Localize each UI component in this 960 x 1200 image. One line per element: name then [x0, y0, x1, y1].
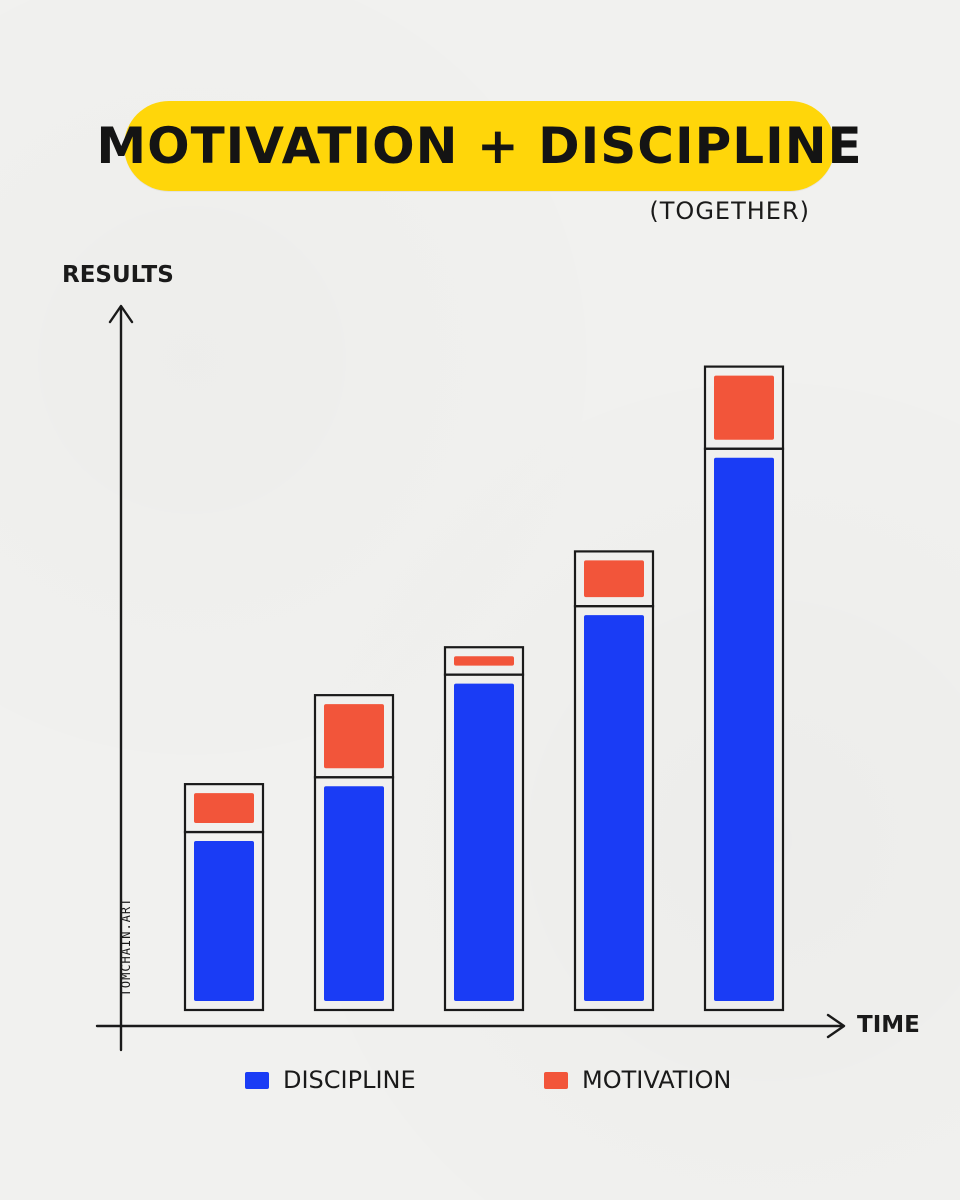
bar-discipline: [194, 841, 254, 1001]
chart-axes: [95, 304, 846, 1052]
bar-motivation: [194, 793, 254, 824]
chart-bars: [183, 365, 785, 1012]
x-axis-arrowhead: [826, 1013, 846, 1039]
y-axis-label: RESULTS: [62, 262, 174, 288]
bar-outline-motivation: [703, 365, 785, 450]
bar-outline-motivation: [443, 646, 525, 676]
legend-swatch-motivation: [544, 1071, 568, 1089]
bar-outline-motivation: [313, 694, 395, 779]
bar-motivation: [324, 704, 384, 769]
legend-item-motivation: MOTIVATION: [544, 1066, 731, 1094]
bar-outline-motivation: [573, 550, 655, 608]
legend-label-discipline: DISCIPLINE: [283, 1066, 416, 1094]
bar-discipline: [324, 786, 384, 1001]
chart-subtitle: (TOGETHER): [649, 197, 810, 225]
legend-label-motivation: MOTIVATION: [582, 1066, 732, 1094]
chart-title: MOTIVATION + DISCIPLINE: [96, 117, 863, 175]
bar-motivation: [454, 656, 514, 666]
bar-discipline: [454, 683, 514, 1001]
bar-motivation: [584, 560, 644, 598]
y-axis-arrowhead: [108, 304, 134, 324]
bar-motivation: [714, 375, 774, 440]
bar-discipline: [584, 615, 644, 1001]
title-banner: MOTIVATION + DISCIPLINE: [96, 101, 862, 191]
bar-discipline: [714, 457, 774, 1001]
legend-item-discipline: DISCIPLINE: [245, 1066, 416, 1094]
bar-outline-motivation: [183, 783, 265, 834]
legend-swatch-discipline: [245, 1071, 269, 1089]
x-axis-label: TIME: [857, 1012, 920, 1038]
